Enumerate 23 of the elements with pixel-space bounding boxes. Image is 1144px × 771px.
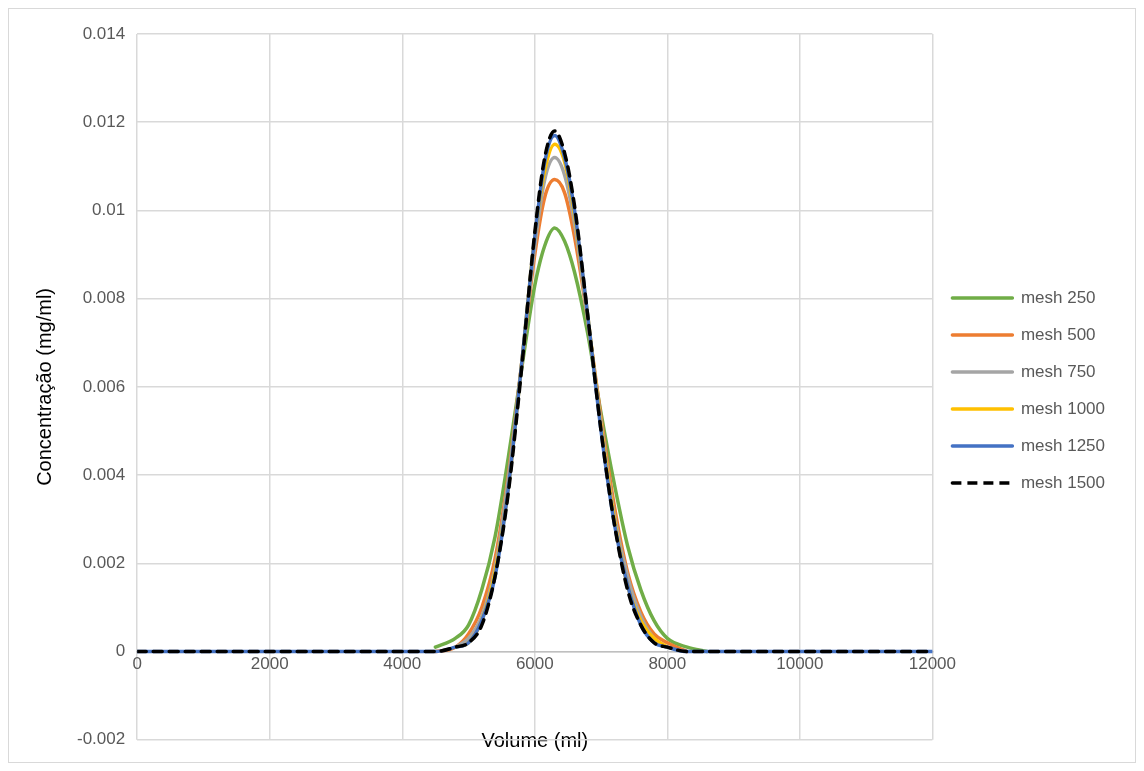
y-tick-label: 0.002 <box>82 553 126 573</box>
x-tick-label: 10000 <box>776 654 824 674</box>
x-tick-label: 4000 <box>383 654 422 674</box>
x-tick-label: 6000 <box>515 654 554 674</box>
legend-label: mesh 500 <box>1020 324 1096 344</box>
y-tick-label: -0.002 <box>77 729 126 749</box>
y-tick-label: 0.012 <box>82 111 126 131</box>
y-tick-label: 0.004 <box>82 464 126 484</box>
legend-label: mesh 1250 <box>1020 435 1106 455</box>
y-axis-title: Concentração (mg/ml) <box>32 287 55 486</box>
y-tick-label: 0 <box>115 641 126 661</box>
y-tick-label: 0.008 <box>82 288 126 308</box>
x-tick-label: 2000 <box>250 654 289 674</box>
y-tick-label: 0.01 <box>92 200 126 220</box>
legend-label: mesh 750 <box>1020 361 1096 381</box>
x-tick-label: 0 <box>132 654 142 674</box>
legend-label: mesh 1500 <box>1020 472 1106 492</box>
legend-label: mesh 250 <box>1020 287 1096 307</box>
x-tick-label: 8000 <box>648 654 687 674</box>
x-tick-label: 12000 <box>908 654 957 674</box>
legend-label: mesh 1000 <box>1020 398 1106 418</box>
y-tick-label: 0.014 <box>82 23 126 43</box>
y-tick-label: 0.006 <box>82 376 126 396</box>
